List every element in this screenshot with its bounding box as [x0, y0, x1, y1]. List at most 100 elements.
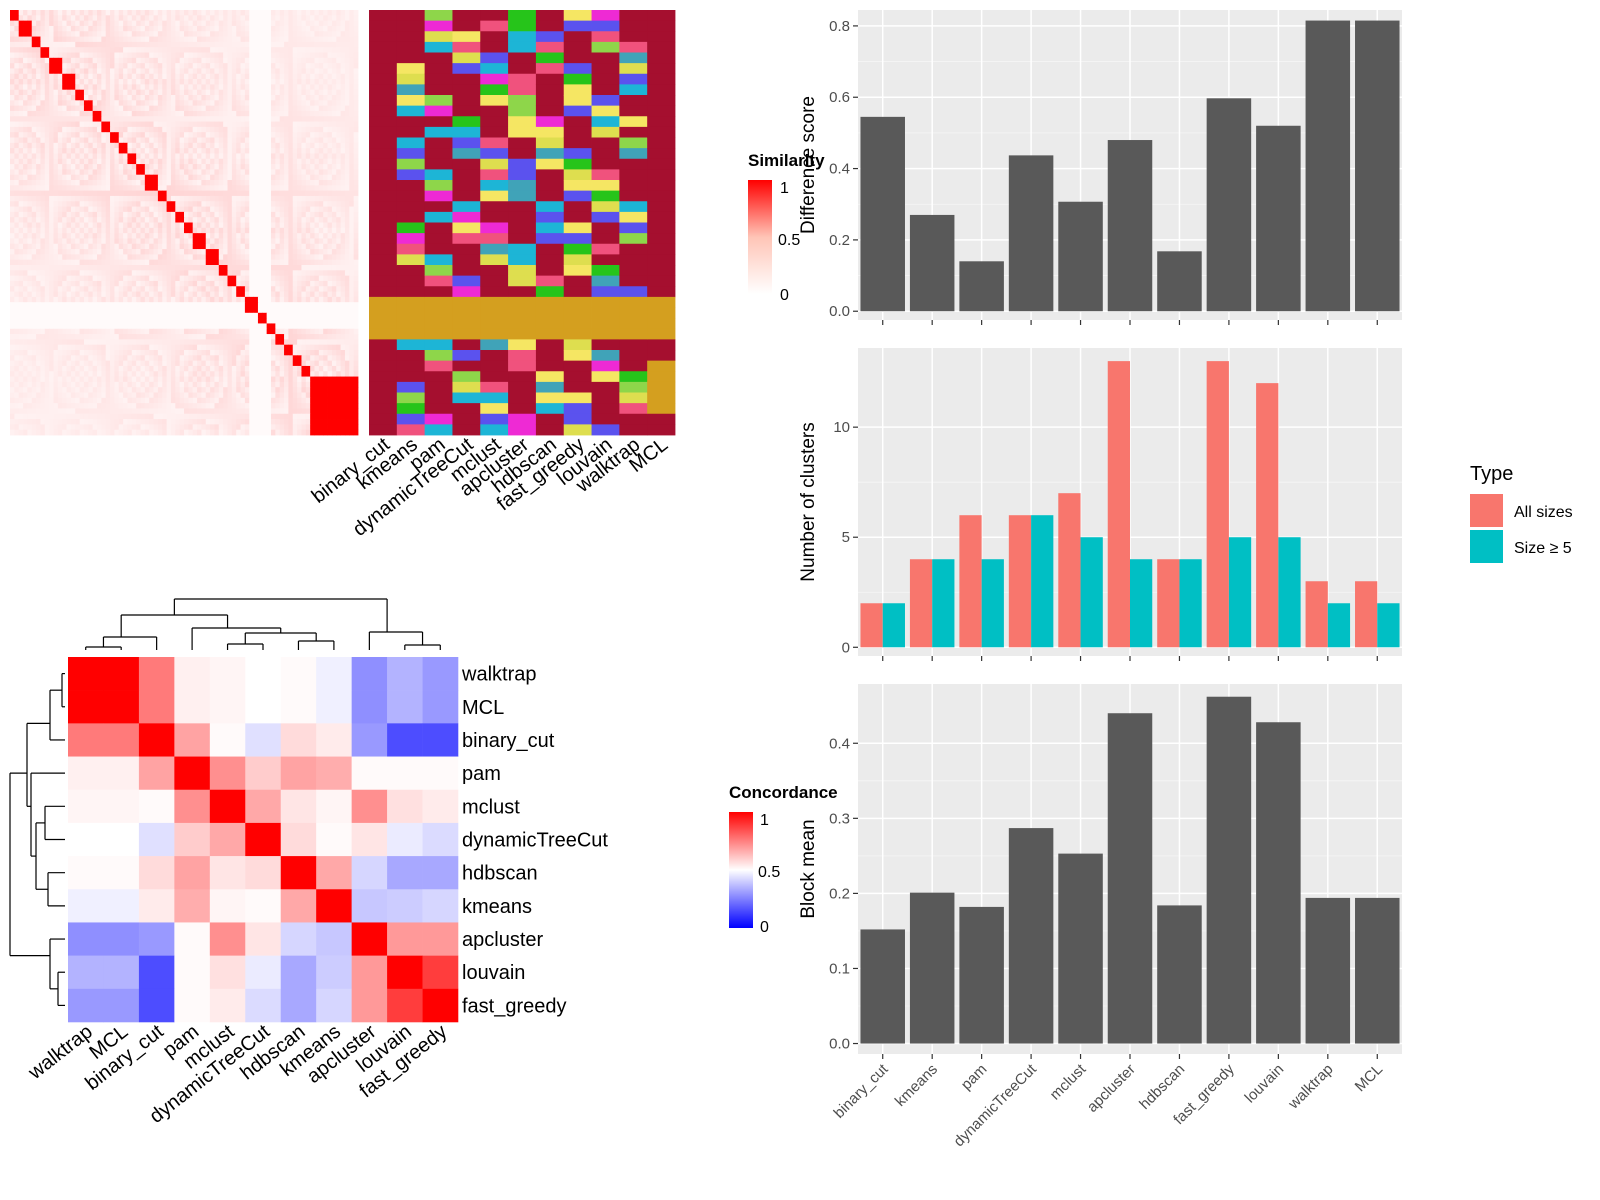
similarity-cell [318, 137, 324, 144]
similarity-cell [262, 280, 268, 287]
similarity-cell [344, 254, 350, 261]
similarity-cell [75, 15, 80, 22]
similarity-cell [92, 95, 98, 101]
similarity-cell [18, 169, 24, 176]
similarity-cell [175, 100, 181, 107]
similarity-cell [92, 270, 98, 277]
similarity-cell [262, 334, 268, 340]
similarity-cell [166, 233, 172, 239]
similarity-cell [83, 180, 89, 186]
similarity-cell [57, 126, 63, 133]
similarity-cell [344, 57, 350, 64]
similarity-cell [214, 57, 220, 64]
similarity-cell [23, 132, 28, 138]
similarity-cell [118, 20, 124, 27]
similarity-cell [188, 31, 194, 37]
similarity-cell [214, 254, 220, 261]
similarity-cell [288, 95, 294, 101]
similarity-cell [223, 270, 228, 277]
similarity-cell [83, 31, 89, 37]
similarity-cell [323, 211, 328, 218]
similarity-cell [297, 286, 302, 292]
similarity-cell [336, 190, 341, 197]
similarity-cell [336, 280, 341, 287]
similarity-cell [66, 211, 72, 218]
similarity-cell [201, 89, 207, 96]
similarity-cell [153, 302, 159, 308]
similarity-cell [279, 185, 285, 192]
similarity-cell [253, 318, 259, 324]
similarity-cell [301, 254, 307, 261]
similarity-cell [188, 142, 194, 149]
similarity-cell [170, 180, 176, 186]
similarity-cell [327, 126, 333, 133]
similarity-cell [53, 259, 59, 266]
similarity-cell [305, 116, 311, 122]
similarity-cell [323, 291, 328, 298]
similarity-cell [101, 217, 107, 223]
similarity-cell [70, 243, 76, 250]
similarity-cell [170, 190, 176, 197]
similarity-cell [244, 63, 250, 69]
similarity-cell [53, 20, 59, 27]
similarity-cell [57, 222, 63, 229]
similarity-cell [249, 174, 254, 181]
similarity-cell [166, 307, 172, 314]
similarity-cell [236, 36, 241, 43]
similarity-cell [223, 291, 228, 298]
similarity-cell [83, 238, 89, 245]
similarity-cell [175, 68, 181, 75]
similarity-cell [83, 233, 89, 239]
similarity-cell [83, 137, 89, 144]
similarity-cell [249, 249, 254, 255]
similarity-cell [62, 190, 67, 197]
similarity-cell [105, 15, 111, 22]
similarity-cell [214, 211, 220, 218]
similarity-cell [57, 339, 63, 346]
similarity-cell [266, 233, 272, 239]
similarity-cell [218, 185, 224, 192]
similarity-cell [275, 259, 281, 266]
similarity-cell [305, 110, 311, 117]
similarity-cell [153, 286, 159, 292]
similarity-cell [31, 68, 37, 75]
similarity-cell [57, 275, 63, 282]
similarity-cell [179, 126, 185, 133]
similarity-cell [266, 153, 272, 160]
similarity-cell [297, 312, 302, 319]
similarity-cell [83, 142, 89, 149]
similarity-cell [170, 121, 176, 128]
similarity-cell [344, 243, 350, 250]
similarity-cell [253, 259, 259, 266]
similarity-cell [79, 95, 85, 101]
similarity-cell [10, 254, 15, 261]
similarity-cell [144, 318, 150, 324]
similarity-cell [266, 328, 272, 335]
similarity-cell [18, 95, 24, 101]
similarity-cell [297, 79, 302, 85]
similarity-cell [292, 206, 298, 213]
similarity-cell [310, 180, 315, 186]
similarity-cell [201, 238, 207, 245]
similarity-cell [310, 31, 315, 37]
similarity-cell [253, 227, 259, 234]
similarity-cell [123, 73, 128, 80]
similarity-cell [88, 36, 94, 43]
similarity-cell [275, 318, 281, 324]
similarity-cell [301, 158, 307, 165]
similarity-cell [62, 174, 67, 181]
similarity-cell [49, 57, 54, 64]
similarity-cell [349, 105, 355, 112]
similarity-cell [114, 334, 120, 340]
similarity-cell [179, 116, 185, 122]
similarity-cell [175, 222, 181, 229]
similarity-cell [188, 95, 194, 101]
similarity-cell [340, 318, 346, 324]
similarity-cell [323, 100, 328, 107]
similarity-cell [153, 164, 159, 170]
similarity-cell [114, 211, 120, 218]
similarity-cell [318, 105, 324, 112]
similarity-cell [327, 73, 333, 80]
similarity-cell [97, 328, 102, 335]
similarity-cell [53, 180, 59, 186]
